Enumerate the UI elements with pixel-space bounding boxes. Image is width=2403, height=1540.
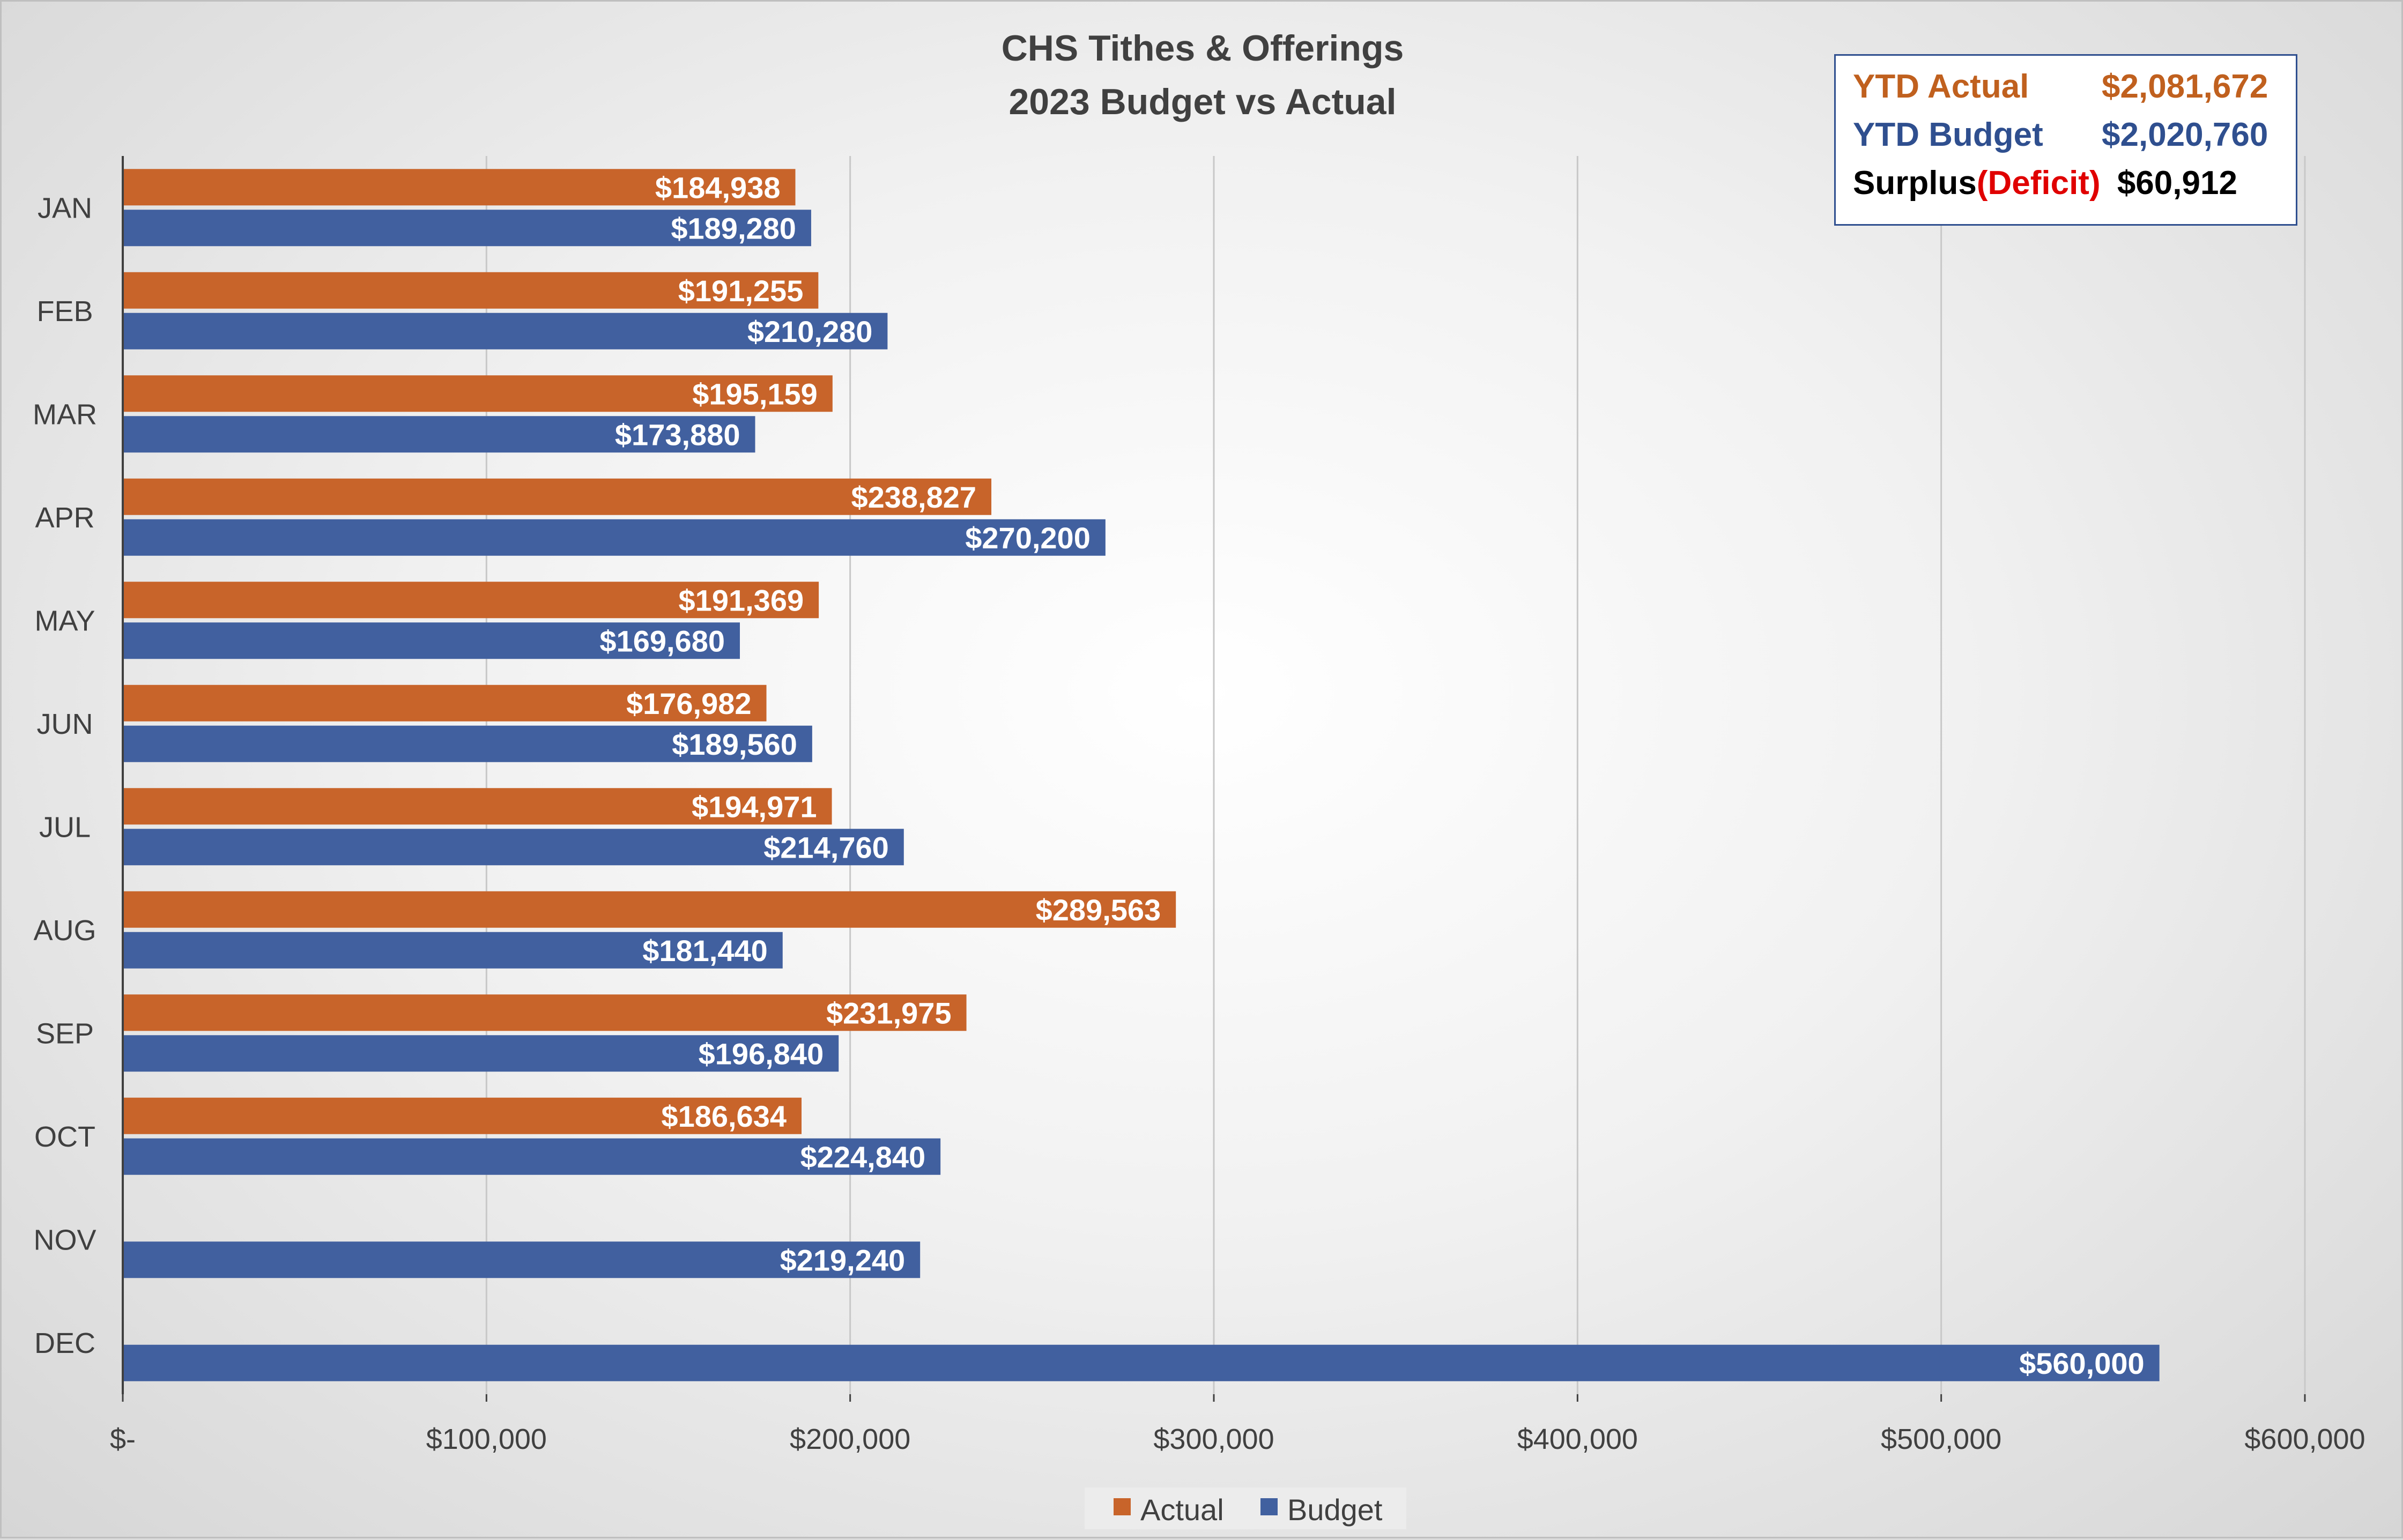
bar-actual (123, 685, 767, 721)
category-label: JUN (37, 708, 93, 740)
value-axis: $- $100,000 $200,000 $300,000 $400,000 $500,0… (110, 1423, 2365, 1455)
ytd-budget-row: YTD Budget $2,020,760 (1853, 114, 2268, 157)
category-axis: JAN FEB MAR APR MAY JUN JUL AUG SEP OCT NOV DEC (33, 192, 97, 1359)
data-label-actual: $176,982 (626, 687, 752, 720)
bar-actual (123, 272, 819, 309)
x-tick-label: $400,000 (1517, 1423, 1638, 1455)
bar-budget (123, 932, 783, 969)
bars (123, 169, 2160, 1381)
bar-budget (123, 1035, 839, 1072)
data-label-budget: $189,560 (672, 727, 797, 761)
bar-budget (123, 622, 740, 659)
bar-budget (123, 1241, 921, 1278)
legend-background (1085, 1487, 1406, 1529)
category-label: NOV (33, 1224, 96, 1256)
data-label-actual: $194,971 (692, 790, 817, 823)
category-label: JAN (38, 192, 92, 224)
ytd-actual-row: YTD Actual $2,081,672 (1853, 65, 2268, 108)
bar-actual (123, 1097, 802, 1134)
bar-actual (123, 375, 833, 412)
chart-title-line-2: 2023 Budget vs Actual (1008, 81, 1396, 122)
deficit-label: (Deficit) (1976, 165, 2101, 202)
data-label-budget: $210,280 (747, 315, 873, 348)
category-label: AUG (33, 914, 96, 947)
bar-actual (123, 994, 967, 1031)
bar-budget (123, 313, 888, 349)
data-labels: $184,938 $189,280 $191,255 $210,280 $195,159… (599, 170, 2144, 1380)
data-label-actual: $191,369 (679, 583, 804, 617)
bar-budget (123, 416, 755, 453)
x-tick-label: $- (110, 1423, 136, 1455)
x-tick-label: $500,000 (1881, 1423, 2001, 1455)
category-label: MAY (34, 605, 95, 637)
data-label-budget: $189,280 (671, 211, 796, 245)
surplus-label: Surplus (1853, 165, 1977, 202)
bar-budget (123, 210, 811, 247)
data-label-actual: $195,159 (692, 377, 818, 411)
bar-actual (123, 788, 832, 825)
bar-actual (123, 891, 1176, 928)
chart-title-line-1: CHS Tithes & Offerings (1002, 28, 1404, 69)
data-label-budget: $196,840 (699, 1037, 824, 1070)
bar-actual (123, 169, 796, 206)
data-label-actual: $184,938 (655, 170, 781, 204)
ytd-summary-box: YTD Actual $2,081,672 YTD Budget $2,020,… (1834, 54, 2297, 226)
data-label-actual: $186,634 (661, 1099, 787, 1133)
legend: Actual Budget (1085, 1487, 1406, 1529)
bar-budget (123, 519, 1106, 556)
data-label-budget: $181,440 (642, 934, 768, 968)
category-label: MAR (33, 398, 97, 430)
ytd-budget-value: $2,020,760 (2102, 116, 2268, 153)
data-label-actual: $238,827 (851, 480, 976, 514)
category-label: SEP (36, 1017, 94, 1050)
legend-label-actual: Actual (1140, 1493, 1224, 1527)
bar-actual (123, 582, 819, 619)
data-label-actual: $289,563 (1036, 893, 1161, 927)
surplus-value: $60,912 (2117, 165, 2237, 202)
x-tick-label: $600,000 (2244, 1423, 2365, 1455)
data-label-budget: $169,680 (599, 624, 725, 658)
data-label-budget: $560,000 (2019, 1346, 2145, 1380)
data-label-budget: $270,200 (965, 521, 1091, 555)
x-tick-label: $100,000 (426, 1423, 547, 1455)
data-label-budget: $173,880 (615, 418, 740, 451)
gridlines (122, 156, 2306, 1402)
category-label: DEC (34, 1327, 95, 1359)
data-label-budget: $214,760 (763, 830, 889, 864)
data-label-actual: $191,255 (678, 274, 804, 308)
legend-swatch-actual (1114, 1498, 1131, 1515)
data-label-budget: $224,840 (800, 1140, 926, 1174)
data-label-actual: $231,975 (826, 996, 952, 1030)
category-label: OCT (34, 1121, 95, 1153)
bar-budget (123, 829, 904, 866)
bar-budget (123, 725, 812, 762)
data-label-budget: $219,240 (780, 1243, 906, 1277)
ytd-actual-value: $2,081,672 (2102, 68, 2268, 105)
x-tick-label: $200,000 (790, 1423, 910, 1455)
x-tick-label: $300,000 (1153, 1423, 1274, 1455)
legend-label-budget: Budget (1287, 1493, 1383, 1527)
bar-budget (123, 1138, 941, 1175)
ytd-surplus-row: Surplus(Deficit) $60,912 (1853, 162, 2237, 205)
category-label: JUL (39, 811, 91, 843)
bar-budget (123, 1344, 2160, 1381)
legend-swatch-budget (1260, 1498, 1278, 1515)
category-label: APR (35, 502, 94, 534)
category-label: FEB (36, 295, 93, 328)
bar-actual (123, 478, 992, 515)
ytd-budget-label: YTD Budget (1853, 116, 2043, 153)
ytd-actual-label: YTD Actual (1853, 68, 2029, 105)
